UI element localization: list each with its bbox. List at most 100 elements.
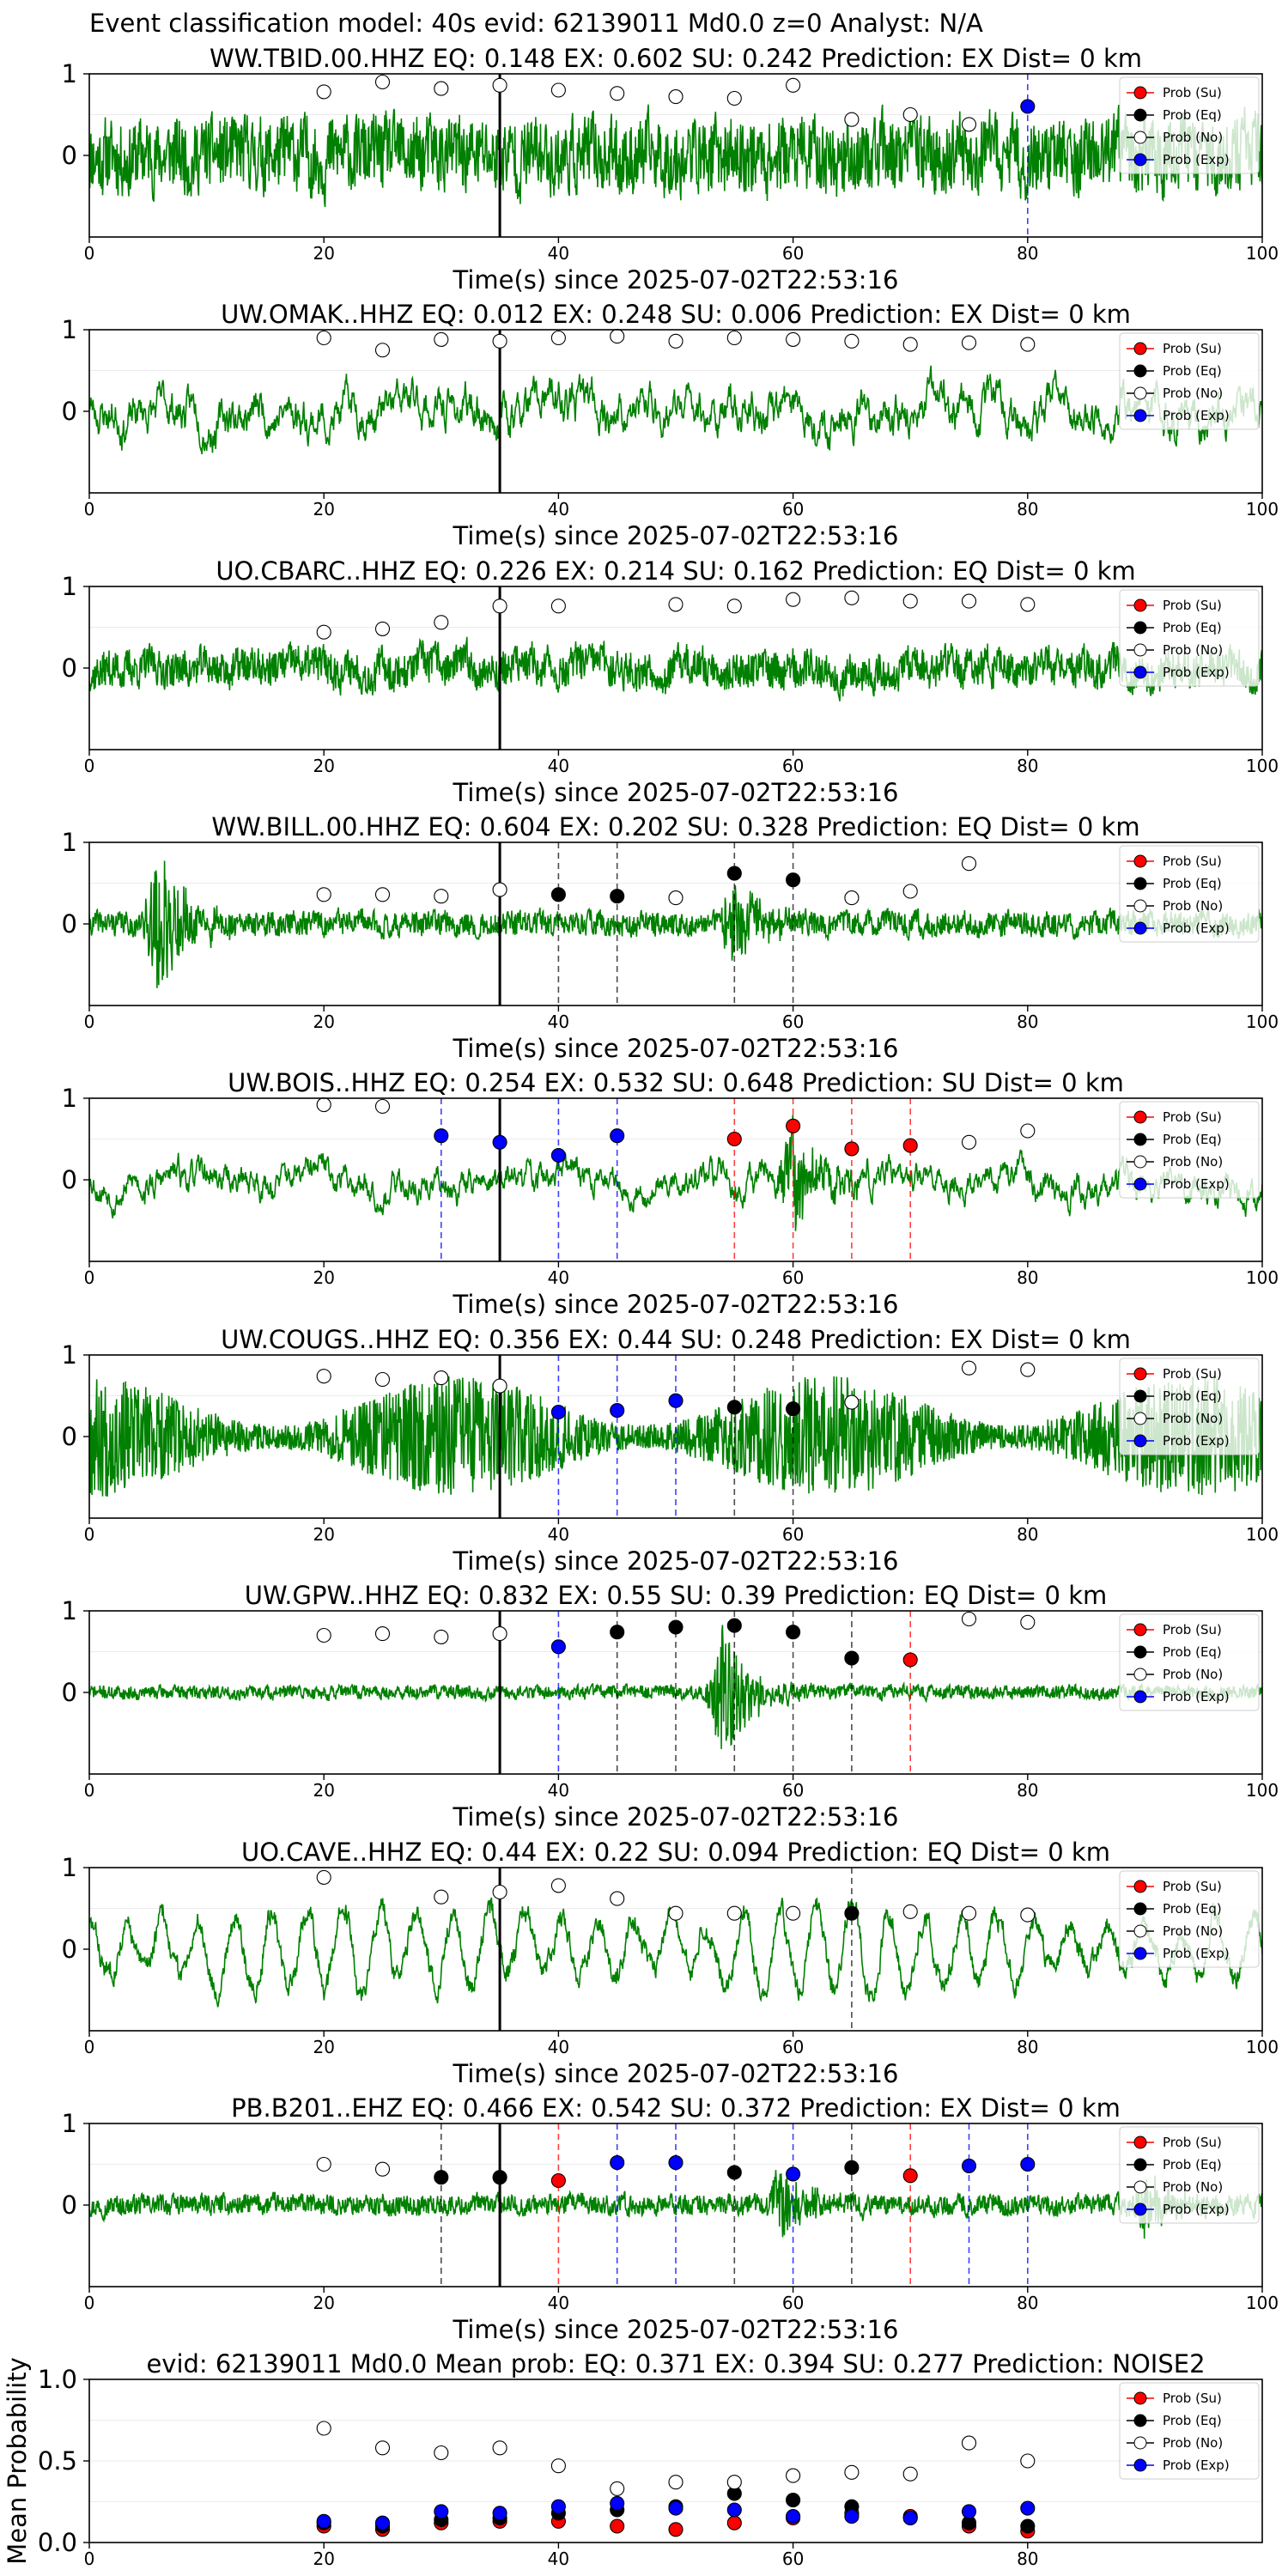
marker-probeq [1020,2518,1036,2534]
x-tick-label: 40 [548,1780,569,1801]
x-tick-label: 20 [313,1012,334,1032]
marker-probno [316,2421,331,2436]
legend-label: Prob (Su) [1163,341,1222,356]
legend-label: Prob (Su) [1163,1622,1222,1637]
legend-label: Prob (No) [1163,898,1223,914]
legend-frame [1119,332,1260,430]
x-axis-label: Time(s) since 2025-07-02T22:53:16 [453,778,899,807]
x-axis-label: Time(s) since 2025-07-02T22:53:16 [453,1290,899,1319]
x-tick-label: 40 [548,2037,569,2057]
legend-label: Prob (Eq) [1163,1132,1222,1147]
marker-probno [726,1905,742,1921]
marker-probno [434,615,449,630]
legend: Prob (Su) Prob (Eq) Prob (No) Prob (Exp) [1119,2126,1260,2224]
legend-label: Prob (Exp) [1163,2202,1230,2217]
marker-probno [316,1869,331,1885]
marker-probno [961,1134,977,1150]
legend-frame [1119,76,1260,174]
x-axis-label: Time(s) since 2025-07-02T22:53:16 [453,521,899,550]
x-tick-label: 0 [84,2037,95,2057]
x-tick-label: 20 [313,243,334,264]
legend-marker [1133,386,1147,400]
x-tick-label: 60 [782,2037,804,2057]
marker-probno [786,331,801,347]
y-tick-label: 0 [62,1422,77,1451]
legend-label: Prob (Eq) [1163,107,1222,123]
legend-label: Prob (Exp) [1163,1433,1230,1449]
legend-label: Prob (Su) [1163,85,1222,100]
legend-frame [1119,1613,1260,1711]
marker-probexp [610,2495,625,2511]
legend-marker [1133,665,1147,679]
x-tick-label: 0 [84,756,95,776]
panel-uw-bois-hhz: UW.BOIS..HHZ EQ: 0.254 EX: 0.532 SU: 0.6… [62,1068,1279,1319]
marker-probno [374,887,391,902]
marker-probsu [902,1652,918,1668]
marker-probno [844,590,860,605]
x-tick-label: 0 [84,1524,95,1545]
marker-probeq [844,1650,860,1666]
marker-probno [844,112,860,127]
marker-probno [786,592,801,607]
marker-probno [610,2481,625,2496]
marker-probno [316,1627,331,1643]
marker-probsu [902,2168,918,2184]
legend: Prob (Su) Prob (Eq) Prob (No) Prob (Exp) [1119,76,1260,174]
legend-marker [1133,1110,1147,1124]
waveform-trace [89,1115,1262,1231]
marker-probno [610,1891,625,1906]
x-tick-label: 80 [1017,1524,1038,1545]
marker-probsu [844,1141,860,1157]
plot-area [89,586,1262,750]
x-tick-label: 80 [1017,1267,1038,1288]
marker-probno [316,1097,331,1113]
legend-marker [1133,1177,1147,1191]
x-tick-label: 80 [1017,2037,1038,2057]
x-axis-label: Time(s) since 2025-07-02T22:53:16 [453,1802,899,1832]
marker-probeq [726,2165,742,2180]
legend-label: Prob (Eq) [1163,620,1222,635]
legend-marker [1133,1924,1147,1938]
waveform-trace [89,365,1262,454]
waveform-trace [89,860,1262,988]
legend-label: Prob (Su) [1163,854,1222,869]
marker-probsu [550,2172,566,2189]
plot-area [89,842,1262,1005]
marker-probno [668,333,683,349]
legend-marker [1133,1412,1147,1425]
legend: Prob (Su) Prob (Eq) Prob (No) Prob (Exp) [1119,332,1260,430]
legend-marker [1133,409,1147,422]
y-tick-label: 1 [62,828,77,857]
legend-label: Prob (Su) [1163,2391,1222,2406]
marker-probno [961,2435,977,2451]
marker-probno [434,2445,449,2461]
marker-probexp [786,2166,801,2182]
marker-probeq [434,2170,449,2185]
x-tick-label: 0 [84,2549,95,2569]
y-tick-label: 1 [62,572,77,601]
marker-probexp [374,2515,391,2530]
legend-marker [1133,131,1147,144]
legend-marker [1133,1645,1147,1659]
marker-probno [374,74,391,90]
legend-marker [1133,2202,1147,2216]
marker-probno [610,86,625,101]
legend-marker [1133,86,1147,100]
panel-title: evid: 62139011 Md0.0 Mean prob: EQ: 0.37… [146,2349,1205,2379]
panel-title: UW.OMAK..HHZ EQ: 0.012 EX: 0.248 SU: 0.0… [221,300,1131,329]
marker-probno [1020,1362,1036,1377]
legend-marker [1133,643,1147,657]
x-tick-label: 40 [548,2293,569,2313]
legend-label: Prob (Exp) [1163,152,1230,167]
x-tick-label: 40 [548,1524,569,1545]
legend: Prob (Su) Prob (Eq) Prob (No) Prob (Exp) [1119,1101,1260,1199]
x-tick-label: 80 [1017,756,1038,776]
x-tick-label: 60 [782,499,804,519]
marker-probno [726,598,742,614]
x-axis-label: Time(s) since 2025-07-02T22:53:16 [453,1546,899,1576]
marker-probexp [492,2506,507,2521]
marker-probeq [786,872,801,888]
marker-probno [902,884,918,899]
panel-uo-cave-hhz: UO.CAVE..HHZ EQ: 0.44 EX: 0.22 SU: 0.094… [62,1838,1279,2088]
legend-label: Prob (No) [1163,642,1223,658]
